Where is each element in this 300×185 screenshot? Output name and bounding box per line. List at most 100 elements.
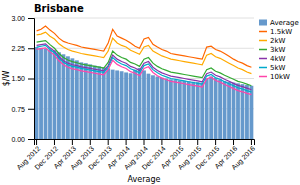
bar bbox=[142, 70, 146, 139]
legend-item: 10kW bbox=[259, 73, 290, 81]
y-tick-mark bbox=[28, 139, 34, 140]
bar bbox=[156, 76, 160, 139]
bar bbox=[44, 49, 48, 139]
plot: Aug 2012Dec 2012Apr 2013Aug 2013Dec 2013… bbox=[11, 15, 257, 172]
bar bbox=[227, 82, 231, 139]
y-tick: 0.00 bbox=[11, 136, 34, 143]
legend-swatch bbox=[259, 58, 267, 60]
bar bbox=[173, 80, 177, 139]
bar bbox=[169, 79, 173, 139]
line bbox=[37, 44, 252, 90]
y-axis: 0.00 0.75 1.50 2.25 3.00 bbox=[11, 15, 34, 143]
x-tick-mark bbox=[144, 139, 145, 145]
y-tick-mark bbox=[28, 79, 34, 80]
bar bbox=[223, 81, 227, 139]
bar bbox=[120, 71, 124, 139]
bar bbox=[191, 82, 195, 139]
x-tick-mark bbox=[233, 139, 234, 145]
legend-label: 5kW bbox=[270, 64, 286, 72]
legend-item: 3kW bbox=[259, 46, 286, 54]
bar bbox=[106, 68, 110, 139]
x-tick-label: Aug 2016 bbox=[230, 145, 257, 172]
grid-line bbox=[34, 18, 254, 19]
x-tick: Aug 2016 bbox=[230, 139, 257, 172]
legend-item: 5kW bbox=[259, 64, 286, 72]
bar bbox=[133, 70, 137, 139]
bar bbox=[236, 83, 240, 139]
bar bbox=[182, 81, 186, 139]
bar bbox=[111, 70, 115, 139]
bar bbox=[138, 68, 142, 139]
bar bbox=[178, 81, 182, 139]
x-tick-mark bbox=[36, 139, 37, 145]
legend-label: 1.5kW bbox=[270, 28, 292, 36]
grid bbox=[34, 18, 254, 139]
bar bbox=[102, 67, 106, 139]
bar bbox=[200, 83, 204, 139]
bar bbox=[187, 81, 191, 139]
legend-swatch bbox=[259, 49, 267, 51]
y-tick: 3.00 bbox=[11, 15, 34, 22]
x-tick-mark bbox=[161, 139, 162, 145]
y-tick: 0.75 bbox=[11, 105, 34, 112]
x-tick-mark bbox=[126, 139, 127, 145]
legend-label: 3kW bbox=[270, 46, 286, 54]
bar bbox=[115, 70, 119, 139]
legend: Average1.5kW2kW3kW4kW5kW10kW bbox=[259, 19, 299, 81]
x-tick-mark bbox=[108, 139, 109, 145]
y-tick-label: 0.00 bbox=[11, 136, 25, 143]
x-axis-line bbox=[35, 140, 255, 146]
marks bbox=[35, 26, 254, 139]
bar bbox=[62, 54, 66, 139]
bar bbox=[218, 79, 222, 139]
bar bbox=[53, 50, 57, 139]
x-axis: Aug 2012Dec 2012Apr 2013Aug 2013Dec 2013… bbox=[15, 139, 257, 172]
y-tick-mark bbox=[28, 48, 34, 49]
bar bbox=[97, 66, 101, 139]
x-tick-mark bbox=[251, 139, 252, 145]
x-tick-mark bbox=[179, 139, 180, 145]
bar-series bbox=[35, 47, 254, 139]
y-tick-label: 0.75 bbox=[11, 105, 25, 112]
legend-swatch bbox=[259, 67, 267, 69]
bar bbox=[196, 82, 200, 139]
line bbox=[37, 48, 252, 95]
x-tick-mark bbox=[54, 139, 55, 145]
bar bbox=[160, 78, 164, 139]
x-axis-label: Average bbox=[128, 175, 161, 184]
x-tick-mark bbox=[72, 139, 73, 145]
y-tick: 2.25 bbox=[11, 45, 34, 52]
legend-item: Average bbox=[259, 19, 299, 27]
y-axis-label: $/W bbox=[2, 71, 11, 87]
legend-swatch bbox=[259, 20, 267, 26]
bar bbox=[151, 75, 155, 139]
bar bbox=[124, 72, 128, 139]
chart: Aug 2012Dec 2012Apr 2013Aug 2013Dec 2013… bbox=[0, 0, 300, 185]
bar bbox=[66, 56, 70, 139]
bar bbox=[209, 76, 213, 139]
bar bbox=[147, 74, 151, 139]
legend-item: 1.5kW bbox=[259, 28, 292, 36]
bar bbox=[79, 62, 83, 139]
legend-label: 2kW bbox=[270, 37, 286, 45]
x-tick-mark bbox=[215, 139, 216, 145]
bar bbox=[164, 79, 168, 140]
legend-label: 10kW bbox=[270, 73, 290, 81]
bar bbox=[75, 60, 79, 139]
y-tick: 1.50 bbox=[11, 75, 34, 82]
legend-item: 2kW bbox=[259, 37, 286, 45]
legend-swatch bbox=[259, 31, 267, 33]
y-tick-label: 1.50 bbox=[11, 75, 25, 82]
bar bbox=[39, 48, 43, 139]
legend-label: 4kW bbox=[270, 55, 286, 63]
y-tick-label: 2.25 bbox=[11, 45, 25, 52]
bar bbox=[35, 47, 39, 139]
title: Brisbane bbox=[34, 3, 84, 14]
bar bbox=[129, 73, 133, 139]
y-tick-mark bbox=[28, 18, 34, 19]
bar bbox=[88, 64, 92, 139]
bar bbox=[93, 66, 97, 139]
legend-swatch bbox=[259, 40, 267, 42]
bar bbox=[48, 49, 52, 139]
x-tick-mark bbox=[90, 139, 91, 145]
